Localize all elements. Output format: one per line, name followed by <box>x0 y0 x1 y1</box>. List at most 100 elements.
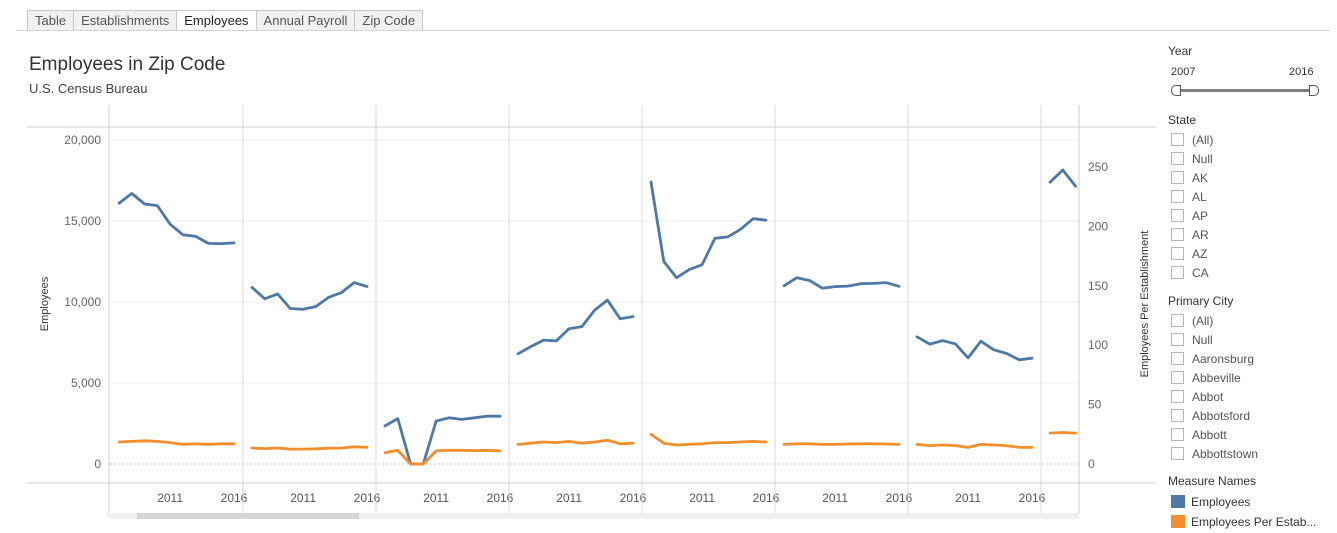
filter-sidebar: Year 2007 2016 State (All) Null AK AL AP AR AZ… <box>1168 0 1330 533</box>
x-tick-label: 2016 <box>1152 491 1160 505</box>
state-option-az[interactable]: AZ <box>1171 245 1207 262</box>
employees-line-67202-wichita[interactable] <box>117 192 236 246</box>
employees-per-estab-line-67204-wichita[interactable] <box>383 448 502 466</box>
employees-per-estab-line-67207-wichita[interactable] <box>782 442 901 446</box>
state-option-ak[interactable]: AK <box>1171 169 1208 186</box>
employees-line-67203-wichita[interactable] <box>250 281 369 311</box>
legend-item-employees[interactable]: Employees <box>1171 493 1250 510</box>
city-option-null[interactable]: Null <box>1171 331 1213 348</box>
city-option-label: Abbot <box>1192 389 1224 404</box>
checkbox[interactable] <box>1171 228 1184 241</box>
city-option-abbeville[interactable]: Abbeville <box>1171 369 1241 386</box>
employees-per-estab-line-67206-wichita[interactable] <box>649 432 768 447</box>
tab-annual-payroll[interactable]: Annual Payroll <box>255 10 355 31</box>
checkbox[interactable] <box>1171 390 1184 403</box>
checkbox[interactable] <box>1171 371 1184 384</box>
y-left-tick-label: 20,000 <box>64 133 101 147</box>
y-left-tick-label: 5,000 <box>71 376 101 390</box>
x-tick-label: 2016 <box>886 491 913 505</box>
year-filter-min: 2007 <box>1171 66 1196 78</box>
state-option-ar[interactable]: AR <box>1171 226 1209 243</box>
y-left-tick-label: 15,000 <box>64 214 101 228</box>
city-option-abbot[interactable]: Abbot <box>1171 388 1223 405</box>
y-right-tick-label: 50 <box>1088 398 1102 412</box>
y-right-tick-label: 200 <box>1088 219 1108 233</box>
checkbox[interactable] <box>1171 190 1184 203</box>
city-filter-title: Primary City <box>1168 294 1234 308</box>
panel-header-67202-wichita: 67202 - Wichita <box>135 110 219 124</box>
state-option-all[interactable]: (All) <box>1171 131 1213 148</box>
city-option-label: Abbott <box>1192 427 1227 442</box>
city-option-abbottstown[interactable]: Abbottstown <box>1171 445 1258 462</box>
year-filter-max: 2016 <box>1289 66 1314 78</box>
city-option-label: Null <box>1192 332 1213 347</box>
x-tick-label: 2011 <box>955 491 981 505</box>
year-slider-max-handle[interactable] <box>1309 85 1319 96</box>
employees-per-estab-line-67208-wichita[interactable] <box>915 442 1034 449</box>
city-option-abbott[interactable]: Abbott <box>1171 426 1227 443</box>
employees-line-67205-wichita[interactable] <box>516 298 635 356</box>
employees-line-67204-wichita[interactable] <box>383 414 502 466</box>
employees-line-67208-wichita[interactable] <box>915 335 1034 362</box>
legend-item-employees-per-estab[interactable]: Employees Per Estab... <box>1171 513 1316 530</box>
checkbox[interactable] <box>1171 266 1184 279</box>
checkbox[interactable] <box>1171 352 1184 365</box>
state-option-ap[interactable]: AP <box>1171 207 1208 224</box>
chart-scrollbar-track[interactable] <box>107 513 1079 519</box>
legend-title: Measure Names <box>1168 474 1257 488</box>
checkbox[interactable] <box>1171 133 1184 146</box>
y-right-tick-label: 100 <box>1088 338 1108 352</box>
checkbox[interactable] <box>1171 428 1184 441</box>
state-option-al[interactable]: AL <box>1171 188 1207 205</box>
legend-label: Employees Per Estab... <box>1191 514 1317 529</box>
city-option-label: Abbottstown <box>1192 446 1259 461</box>
employees-line-67206-wichita[interactable] <box>649 180 768 280</box>
panel-header-67204-wichita: 67204 - Wichita <box>401 110 485 124</box>
year-slider-min-handle[interactable] <box>1171 85 1181 96</box>
city-option-abbotsford[interactable]: Abbotsford <box>1171 407 1250 424</box>
tab-bar: Table Establishments Employees Annual Payro… <box>27 10 424 31</box>
panel-header-67: 67... <box>1048 110 1071 124</box>
y-right-tick-label: 250 <box>1088 160 1108 174</box>
city-option-label: Aaronsburg <box>1192 351 1255 366</box>
x-tick-label: 2016 <box>1019 491 1046 505</box>
tab-employees[interactable]: Employees <box>176 10 256 31</box>
tab-zip-code[interactable]: Zip Code <box>354 10 424 31</box>
legend-label: Employees <box>1191 494 1251 509</box>
x-tick-label: 2016 <box>354 491 381 505</box>
chart-scrollbar-thumb[interactable] <box>137 513 359 519</box>
y-right-axis-title: Employees Per Establishment <box>1139 231 1151 378</box>
employees-per-estab-line-67205-wichita[interactable] <box>516 438 635 446</box>
x-tick-label: 2011 <box>822 491 848 505</box>
y-right-tick-label: 150 <box>1088 279 1108 293</box>
x-tick-label: 2011 <box>290 491 316 505</box>
x-tick-label: 2016 <box>487 491 514 505</box>
checkbox[interactable] <box>1171 247 1184 260</box>
employees-line-67[interactable] <box>1048 168 1077 188</box>
city-option-all[interactable]: (All) <box>1171 312 1213 329</box>
x-tick-label: 2011 <box>556 491 582 505</box>
state-option-label: AZ <box>1192 246 1208 261</box>
checkbox[interactable] <box>1171 209 1184 222</box>
year-slider-track[interactable] <box>1174 89 1313 92</box>
city-option-aaronsburg[interactable]: Aaronsburg <box>1171 350 1254 367</box>
checkbox[interactable] <box>1171 152 1184 165</box>
checkbox[interactable] <box>1171 447 1184 460</box>
employees-per-estab-line-67202-wichita[interactable] <box>117 439 236 446</box>
checkbox[interactable] <box>1171 171 1184 184</box>
checkbox[interactable] <box>1171 409 1184 422</box>
employees-chart: 0 5,000 10,000 15,000 20,000 0 50 100 150 200 250 E… <box>27 105 1160 519</box>
employees-line-67207-wichita[interactable] <box>782 276 901 290</box>
checkbox[interactable] <box>1171 333 1184 346</box>
page-subtitle: U.S. Census Bureau <box>29 81 148 96</box>
employees-per-estab-line-67203-wichita[interactable] <box>250 445 369 451</box>
tab-strip-divider <box>16 30 1330 31</box>
state-option-ca[interactable]: CA <box>1171 264 1209 281</box>
state-option-null[interactable]: Null <box>1171 150 1213 167</box>
x-tick-label: 2016 <box>620 491 647 505</box>
checkbox[interactable] <box>1171 314 1184 327</box>
employees-per-estab-line-67[interactable] <box>1048 431 1077 435</box>
state-option-label: AP <box>1192 208 1209 223</box>
state-option-label: AL <box>1192 189 1207 204</box>
state-filter-title: State <box>1168 113 1197 127</box>
